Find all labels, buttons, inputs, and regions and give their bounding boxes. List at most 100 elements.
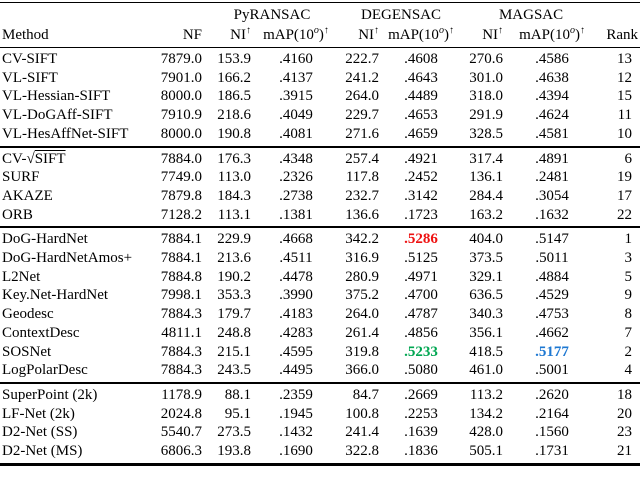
cell-ni_py: 215.1: [217, 343, 251, 360]
cell-method: AKAZE: [2, 187, 53, 204]
col-group-degensac: DEGENSAC: [361, 7, 442, 23]
table-row: Key.Net-HardNet 7998.1 353.3 .3990 375.2 .470…: [0, 286, 640, 305]
cell-nf: 7901.0: [160, 69, 202, 86]
cell-ni_py: 213.6: [217, 250, 251, 267]
cell-map_deg: .4787: [404, 306, 438, 323]
cell-rank: 18: [617, 386, 633, 403]
table-row: VL-HesAffNet-SIFT 8000.0 190.8 .4081 271.6 .4…: [0, 125, 640, 147]
up-arrow-icon: ↑: [579, 24, 585, 36]
cell-map_mag: .2164: [535, 405, 569, 422]
cell-ni_mag: 418.5: [469, 343, 504, 360]
cell-ni_deg: 232.7: [345, 187, 380, 204]
cell-map_mag: .5011: [535, 250, 569, 267]
cell-nf: 2024.8: [160, 405, 202, 422]
group-header-row: PyRANSAC DEGENSAC MAGSAC: [0, 3, 640, 26]
cell-map_deg: .1639: [404, 424, 438, 441]
cell-nf: 7884.8: [160, 268, 202, 285]
header-ni-degensac: NI↑: [340, 25, 380, 48]
cell-nf: 7884.1: [160, 250, 202, 267]
header-map-pyransac: mAP(10o)↑: [252, 24, 340, 48]
cell-map_mag: .4753: [535, 306, 569, 323]
cell-rank: 19: [617, 169, 633, 186]
cell-map_deg: .4643: [404, 69, 438, 86]
cell-nf: 7749.0: [160, 169, 202, 186]
cell-ni_py: 184.3: [217, 187, 251, 204]
ni-label: NI: [358, 26, 375, 43]
cell-method: SURF: [2, 169, 40, 186]
cell-rank: 3: [624, 250, 633, 267]
cell-ni_deg: 229.7: [345, 107, 380, 124]
cell-map_mag: .4394: [535, 88, 569, 105]
cell-rank: 20: [617, 405, 633, 422]
column-header-row: Method NF NI↑ mAP(10o)↑ NI↑ mAP(10o)↑ NI…: [0, 24, 640, 48]
cell-nf: 5540.7: [160, 424, 202, 441]
cell-map_mag: .2620: [535, 386, 569, 403]
cell-method: CV-SIFT: [2, 51, 58, 67]
cell-map_py: .1945: [279, 405, 313, 422]
cell-ni_py: 186.5: [217, 88, 251, 105]
cell-map_deg: .4856: [404, 324, 438, 341]
table-row: DoG-HardNetAmos+ 7884.1 213.6 .4511 316.9 .51…: [0, 249, 640, 268]
header-nf: NF: [182, 26, 202, 43]
col-group-magsac: MAGSAC: [498, 7, 564, 23]
cell-map_mag: .4638: [535, 69, 569, 86]
cell-map_mag: .1560: [535, 424, 569, 441]
cell-ni_deg: 261.4: [345, 324, 380, 341]
cell-map_py: .4511: [279, 250, 313, 267]
cell-ni_deg: 84.7: [352, 386, 380, 403]
cell-map_mag: .4581: [535, 125, 569, 142]
cell-nf: 7879.8: [160, 187, 202, 204]
cell-nf: 7884.1: [160, 231, 202, 248]
cell-ni_deg: 366.0: [345, 362, 380, 379]
group-learned-detectors: SuperPoint (2k) 1178.9 88.1 .2359 84.7 .2669 1…: [0, 382, 640, 464]
cell-map_deg: .5233: [404, 343, 438, 360]
cell-method: VL-DoGAff-SIFT: [2, 107, 113, 124]
cell-nf: 7998.1: [160, 287, 202, 304]
cell-ni_py: 153.9: [217, 51, 251, 67]
cell-ni_mag: 329.1: [469, 268, 504, 285]
cell-ni_mag: 404.0: [469, 231, 504, 248]
cell-nf: 6806.3: [160, 443, 202, 460]
cell-nf: 4811.1: [161, 324, 202, 341]
cell-ni_py: 218.6: [217, 107, 251, 124]
cell-map_py: .4183: [279, 306, 313, 323]
cell-map_mag: .4529: [535, 287, 569, 304]
table-row: VL-Hessian-SIFT 8000.0 186.5 .3915 264.0 .448…: [0, 87, 640, 106]
table-row: L2Net 7884.8 190.2 .4478 280.9 .4971 329.1 .488…: [0, 268, 640, 287]
header-rank: Rank: [606, 26, 639, 43]
cell-rank: 2: [624, 343, 633, 360]
cell-rank: 15: [617, 88, 633, 105]
table-row: D2-Net (SS) 5540.7 273.5 .1432 241.4 .1639 428…: [0, 423, 640, 442]
cell-rank: 4: [624, 362, 633, 379]
cell-map_mag: .4662: [535, 324, 569, 341]
cell-map_py: .4348: [279, 150, 313, 167]
cell-map_py: .1690: [279, 443, 313, 460]
cell-ni_deg: 136.6: [345, 206, 380, 223]
cell-nf: 8000.0: [160, 88, 202, 105]
cell-map_deg: .2452: [404, 169, 438, 186]
cell-ni_deg: 241.4: [345, 424, 380, 441]
cell-nf: 7884.0: [160, 150, 202, 167]
cell-map_mag: .5177: [535, 343, 569, 360]
header-method: Method: [2, 26, 49, 43]
cell-ni_deg: 342.2: [345, 231, 380, 248]
cell-ni_mag: 134.2: [469, 405, 504, 422]
table-row: VL-SIFT 7901.0 166.2 .4137 241.2 .4643 301.0 .4…: [0, 69, 640, 88]
cell-map_py: .4049: [279, 107, 313, 124]
degree-superscript: o: [438, 24, 444, 36]
cell-map_py: .4595: [279, 343, 313, 360]
cell-ni_deg: 222.7: [345, 51, 380, 67]
cell-map_py: .1432: [279, 424, 313, 441]
map-label-close: ): [318, 26, 324, 43]
cell-ni_py: 190.2: [217, 268, 251, 285]
cell-ni_mag: 328.5: [469, 125, 504, 142]
cell-map_py: .4137: [279, 69, 313, 86]
cell-map_py: .4160: [279, 51, 313, 67]
degree-superscript: o: [313, 24, 319, 36]
cell-rank: 5: [624, 268, 633, 285]
table-row: VL-DoGAff-SIFT 7910.9 218.6 .4049 229.7 .4653…: [0, 106, 640, 125]
cell-ni_py: 229.9: [217, 231, 251, 248]
cell-map_deg: .5286: [404, 231, 438, 248]
cell-ni_deg: 322.8: [345, 443, 380, 460]
up-arrow-icon: ↑: [323, 24, 329, 36]
